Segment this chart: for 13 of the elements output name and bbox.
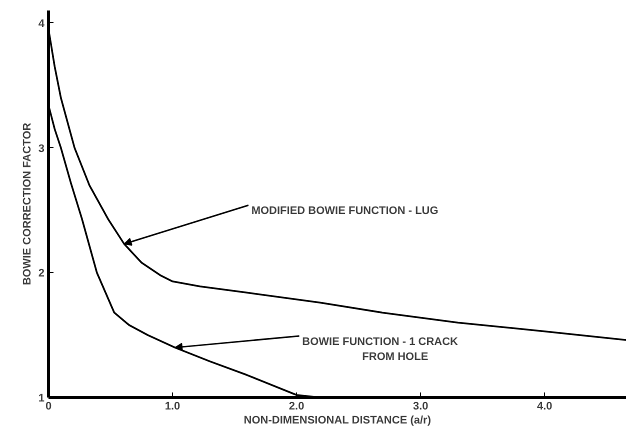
x-tick-label: 3.0 [412,400,428,412]
y-axis-title: BOWIE CORRECTION FACTOR [21,122,34,286]
x-tick-label: 1.0 [164,400,180,412]
x-tick-label: 2.0 [288,400,304,412]
x-tick-label: 4.0 [536,400,552,412]
y-tick-label: 1 [38,392,45,404]
x-tick-label: 0 [45,400,52,412]
x-axis-title: NON-DIMENSIONAL DISTANCE (a/r) [244,414,432,426]
annotation: BOWIE FUNCTION - 1 CRACK FROM HOLE [302,336,458,363]
y-tick-label: 2 [38,268,45,280]
annotation: MODIFIED BOWIE FUNCTION - LUG [251,205,438,218]
y-tick-label: 3 [38,142,45,155]
y-tick-label: 4 [38,18,46,30]
